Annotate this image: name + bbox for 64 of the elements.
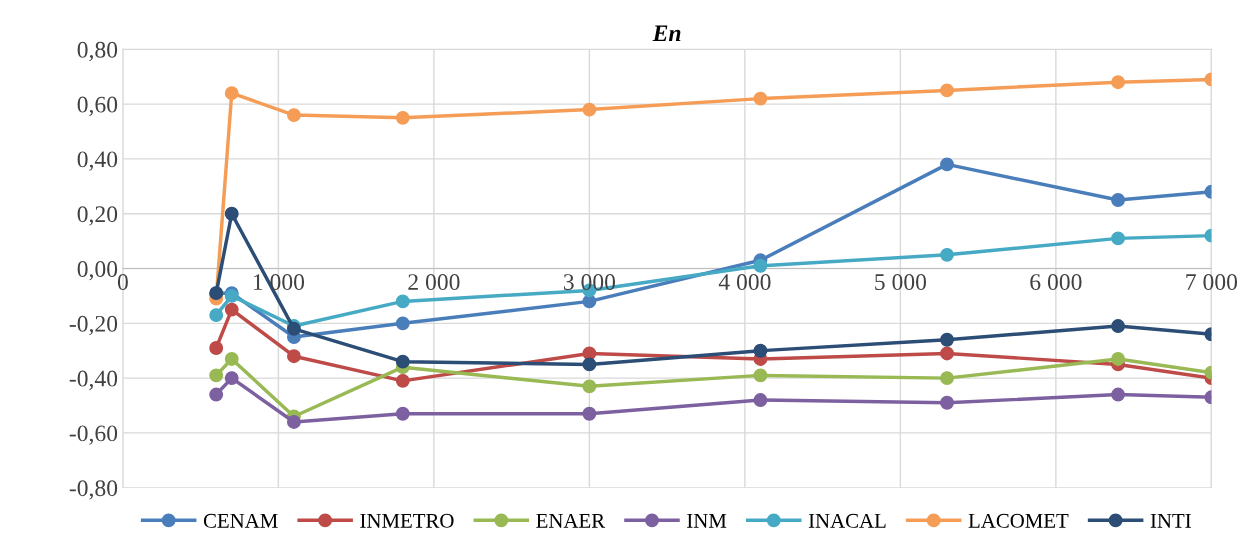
point: [395, 406, 410, 421]
x-tick-label: 2 000: [408, 274, 460, 290]
point: [286, 415, 301, 429]
point: [395, 373, 410, 388]
point: [395, 294, 410, 309]
x-tick-label: 7 000: [1186, 274, 1238, 290]
point: [395, 316, 410, 331]
point: [582, 406, 597, 421]
point: [940, 371, 954, 386]
y-tick-label: -0,80: [69, 480, 118, 500]
point: [395, 110, 410, 125]
point: [224, 302, 239, 317]
point: [940, 83, 954, 98]
point: [753, 258, 768, 273]
point: [286, 108, 301, 123]
y-tick-label: 0,80: [77, 41, 118, 62]
x-tick-label: 1 000: [253, 274, 305, 290]
chart-title: En: [652, 25, 681, 41]
legend-label: ENAER: [536, 513, 606, 528]
point: [753, 343, 768, 358]
point: [224, 86, 239, 101]
legend-label: CENAM: [203, 513, 278, 528]
point: [224, 371, 239, 386]
y-tick-label: -0,40: [69, 370, 118, 390]
point: [1111, 75, 1126, 90]
point: [286, 349, 301, 364]
point: [1111, 193, 1126, 207]
point: [753, 368, 768, 383]
y-tick-label: 0,60: [77, 96, 118, 116]
point: [940, 157, 954, 172]
point: [582, 379, 597, 394]
point: [940, 332, 954, 347]
x-tick-label: 6 000: [1030, 274, 1082, 290]
point: [1111, 351, 1126, 366]
point: [1111, 387, 1126, 402]
point: [209, 308, 224, 323]
y-tick-label: -0,60: [69, 425, 118, 445]
legend-label: INMETRO: [360, 513, 454, 528]
legend-label: INM: [687, 513, 727, 528]
x-tick-label: 4 000: [718, 274, 771, 290]
point: [224, 351, 239, 366]
point: [209, 387, 224, 402]
y-tick-label: -0,20: [69, 315, 118, 336]
point: [395, 354, 410, 369]
x-tick-label: 5 000: [875, 274, 927, 290]
y-tick-label: 0,20: [77, 206, 118, 226]
y-tick-label: 0,40: [77, 151, 118, 171]
point: [582, 357, 597, 372]
x-tick-label: 0: [117, 274, 128, 290]
point: [940, 346, 954, 361]
point: [753, 91, 768, 106]
legend-label: LACOMET: [968, 513, 1069, 528]
point: [940, 395, 954, 410]
legend-label: INACAL: [808, 513, 886, 528]
point: [209, 341, 224, 355]
point: [1111, 319, 1126, 334]
point: [940, 247, 954, 262]
legend-label: INTI: [1150, 513, 1191, 528]
point: [582, 102, 597, 117]
point: [1111, 231, 1126, 246]
y-tick-label: 0,00: [77, 261, 118, 281]
point: [753, 393, 768, 407]
point: [224, 206, 239, 221]
point: [209, 368, 224, 383]
